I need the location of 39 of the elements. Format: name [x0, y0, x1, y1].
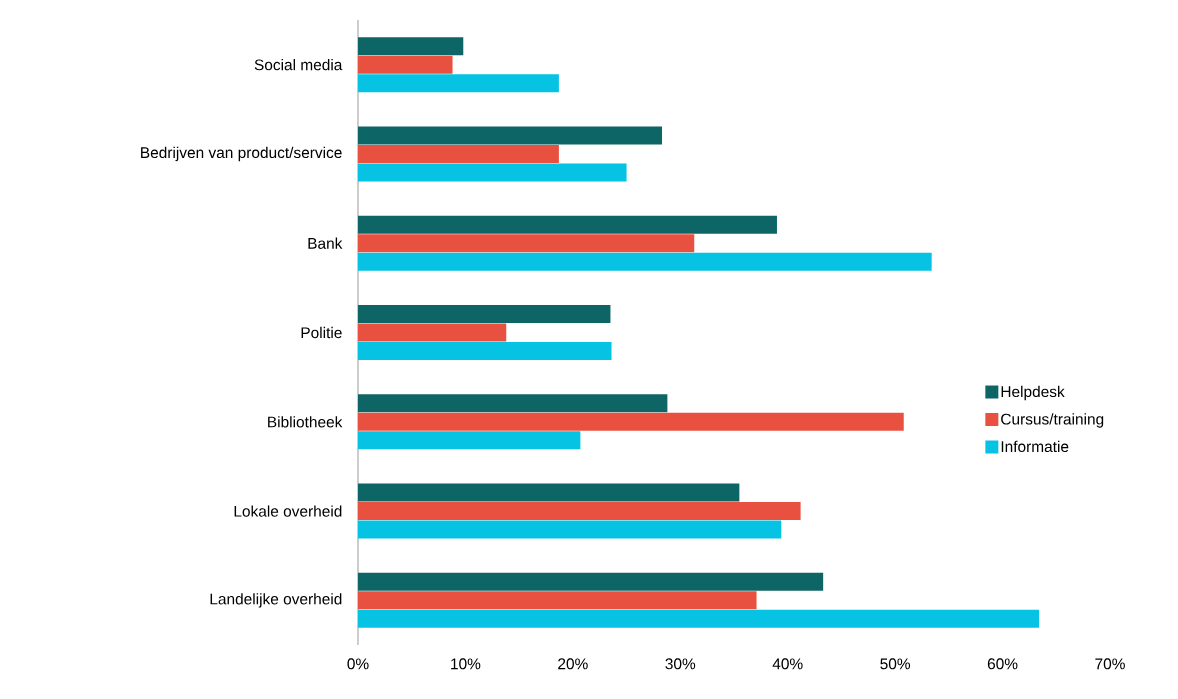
legend-label: Cursus/training — [1001, 413, 1104, 428]
x-tick-label: 50% — [880, 658, 911, 670]
bar — [358, 609, 1040, 628]
bar — [358, 572, 824, 591]
y-tick-label: Landelijke overheid — [210, 593, 342, 608]
bar — [358, 483, 740, 502]
bar — [358, 412, 904, 431]
bar — [358, 305, 611, 324]
bar — [358, 74, 559, 93]
bar — [358, 55, 453, 74]
x-tick-label: 20% — [558, 658, 588, 670]
x-tick-label: 60% — [987, 658, 1018, 670]
y-tick-label: Bibliotheek — [268, 416, 343, 428]
bar — [358, 126, 663, 145]
y-tick-label: Bank — [308, 237, 343, 249]
y-tick-label: Bedrijven van product/service — [141, 146, 342, 162]
bar — [358, 252, 932, 271]
bar — [358, 234, 695, 253]
bar — [358, 394, 668, 413]
legend-label: Informatie — [1001, 440, 1069, 453]
bar — [358, 215, 777, 234]
y-tick-label: Politie — [301, 326, 342, 339]
bar — [358, 163, 627, 182]
bar — [358, 520, 782, 539]
bar — [358, 591, 757, 610]
x-tick-label: 10% — [451, 658, 481, 670]
bar — [358, 37, 464, 56]
x-tick-label: 70% — [1095, 658, 1125, 670]
bar — [358, 342, 612, 361]
x-tick-label: 0% — [347, 658, 369, 670]
bar — [358, 431, 581, 450]
x-tick-label: 40% — [772, 658, 803, 670]
y-tick-label: Social media — [254, 58, 343, 71]
legend-label: Helpdesk — [1001, 385, 1065, 401]
x-tick-label: 30% — [665, 658, 696, 670]
bar — [358, 323, 507, 342]
y-tick-label: Lokale overheid — [234, 505, 342, 517]
bar — [358, 502, 801, 521]
bar — [358, 144, 559, 163]
